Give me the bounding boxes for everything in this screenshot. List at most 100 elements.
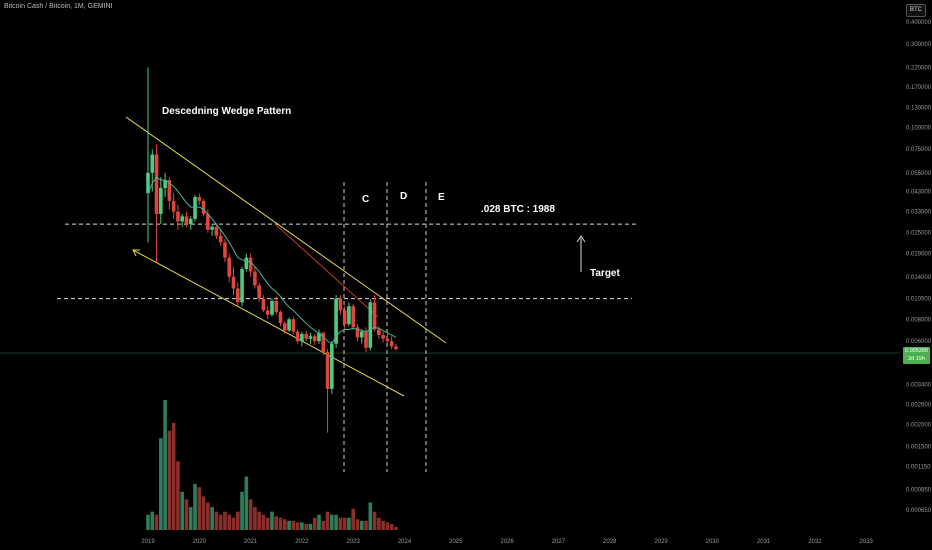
symbol-title: Bitcoin Cash / Bitcoin, 1M, GEMINI	[4, 3, 113, 10]
currency-button[interactable]: BTC	[906, 4, 926, 17]
candle-body	[338, 298, 343, 311]
volume-bar	[167, 430, 172, 530]
volume-bar	[193, 484, 197, 530]
volume-bar	[312, 517, 317, 530]
candle-body	[325, 352, 330, 389]
volume-bar	[240, 491, 244, 530]
current-price-tag: 0.005390 2d 19h	[903, 347, 930, 364]
volume-bar	[223, 511, 227, 530]
y-tick-label: 0.002000	[906, 423, 932, 429]
candle-body	[368, 302, 373, 348]
ema-line	[147, 176, 397, 345]
candle-body	[283, 323, 287, 331]
wedge-arrow-icon	[132, 249, 140, 257]
volume-bar	[184, 499, 189, 530]
candle-body	[347, 306, 351, 325]
y-tick-label: 0.025000	[906, 231, 932, 237]
candle-body	[342, 310, 347, 325]
candle-body	[312, 336, 317, 342]
candle-body	[240, 269, 244, 303]
candle-body	[159, 188, 163, 214]
y-tick-label: 0.033000	[906, 210, 932, 216]
volume-bar	[253, 507, 257, 530]
wedge-upper-line	[125, 116, 447, 344]
volume-bar	[278, 517, 283, 530]
y-tick-label: 0.400000	[906, 20, 932, 26]
target-label: Target	[590, 268, 620, 279]
candle-countdown: 2d 19h	[908, 356, 925, 362]
candle-body	[394, 346, 398, 350]
candle-body	[304, 333, 308, 339]
volume-bar	[188, 507, 193, 530]
volume-bar	[235, 511, 240, 530]
volume-bar	[214, 511, 219, 530]
volume-bar	[334, 514, 338, 530]
candle-body	[253, 271, 257, 286]
volume-bar	[364, 520, 368, 530]
candle-body	[227, 257, 232, 277]
y-tick-label: 0.001500	[906, 445, 932, 451]
volume-bar	[304, 523, 308, 530]
wedge-lower-line	[132, 249, 405, 397]
candle-body	[197, 196, 202, 201]
volume-bar	[321, 520, 326, 530]
x-tick-label: 2032	[808, 539, 822, 545]
volume-bar	[389, 523, 394, 530]
volume-bar	[265, 517, 270, 530]
candle-body	[308, 336, 313, 339]
candle-body	[235, 288, 240, 303]
y-tick-label: 0.008000	[906, 317, 932, 323]
volume-bar	[287, 520, 291, 530]
volume-bar	[274, 516, 279, 530]
candle-body	[193, 196, 197, 219]
candle-body	[188, 218, 193, 225]
overlay-layer: Descedning Wedge Pattern C D E .028 BTC : 19…	[147, 106, 620, 345]
guide-layer	[0, 116, 900, 472]
volume-bar	[176, 461, 180, 530]
candle-body	[274, 300, 279, 313]
volume-bar	[244, 476, 249, 530]
candle-body	[163, 180, 167, 189]
candle-body	[300, 333, 304, 342]
y-tick-label: 0.010500	[906, 297, 932, 303]
candle-body	[154, 154, 159, 214]
candle-body	[330, 343, 334, 389]
y-tick-label: 0.100000	[906, 125, 932, 131]
wedge-pattern-title: Descedning Wedge Pattern	[162, 106, 291, 117]
volume-bar	[180, 491, 184, 530]
volume-layer	[146, 400, 398, 530]
volume-bar	[163, 400, 167, 530]
candle-body	[278, 312, 283, 324]
candle-body	[201, 200, 206, 214]
candle-body	[389, 341, 394, 347]
candle-body	[210, 226, 214, 230]
volume-bar	[159, 438, 163, 530]
axis-layer: 0.400000 0.300000 0.220000 0.170000 0.130000…	[141, 20, 931, 545]
candle-body	[261, 298, 266, 311]
candle-body	[176, 211, 180, 222]
volume-bar	[227, 514, 232, 530]
candle-body	[364, 331, 368, 348]
volume-bar	[372, 511, 377, 530]
candle-body	[385, 338, 390, 342]
volume-bar	[171, 422, 176, 530]
phase-label: E	[438, 192, 445, 203]
x-tick-label: 2025	[449, 539, 463, 545]
candle-body	[257, 285, 261, 299]
candle-body	[377, 329, 381, 336]
volume-bar	[330, 514, 334, 530]
candle-body	[270, 300, 274, 315]
volume-bar	[150, 511, 155, 530]
y-tick-label: 0.000650	[906, 508, 932, 514]
y-tick-label: 0.043000	[906, 189, 932, 195]
volume-bar	[146, 514, 150, 530]
volume-bar	[385, 522, 390, 530]
x-tick-label: 2024	[398, 539, 412, 545]
x-tick-label: 2023	[347, 539, 361, 545]
volume-bar	[231, 517, 236, 530]
y-tick-label: 0.001150	[906, 465, 931, 471]
x-tick-label: 2026	[500, 539, 514, 545]
up-arrow-icon	[576, 235, 586, 243]
x-tick-label: 2027	[552, 539, 566, 545]
